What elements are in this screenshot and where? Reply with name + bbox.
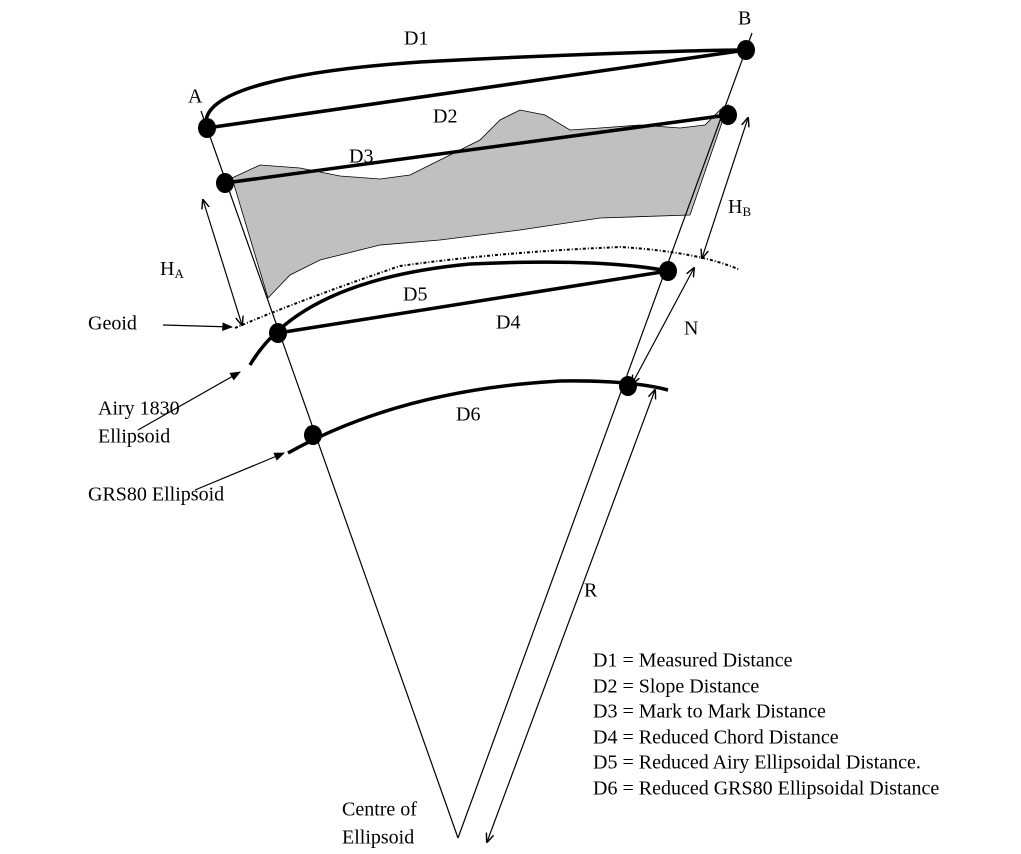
height-sub: A <box>174 266 184 281</box>
distance-label: D3 <box>349 146 373 168</box>
radial-line-a <box>200 110 459 839</box>
d1-arc <box>204 48 747 129</box>
point <box>737 40 755 60</box>
legend-item: D5 = Reduced Airy Ellipsoidal Distance. <box>593 752 921 774</box>
point <box>269 323 287 343</box>
airy-label: Airy 1830 <box>98 398 180 420</box>
geoid <box>234 245 741 329</box>
point <box>216 173 234 193</box>
grs80-pointer <box>194 452 285 491</box>
legend-item: D6 = Reduced GRS80 Ellipsoidal Distance <box>593 778 939 800</box>
terrain <box>231 104 729 299</box>
airy-pointer <box>137 371 241 431</box>
point <box>719 105 737 125</box>
legend: D1 = Measured Distance D2 = Slope Distan… <box>593 650 939 800</box>
centre-label: Centre of <box>342 799 417 821</box>
airy-label: Ellipsoid <box>98 426 170 448</box>
legend-item: D2 = Slope Distance <box>593 676 759 698</box>
point <box>659 261 677 281</box>
airy-ellipsoid <box>248 260 669 366</box>
distance-label: D5 <box>403 284 427 306</box>
point <box>198 118 216 138</box>
r-label: R <box>584 580 598 602</box>
centre-label: Ellipsoid <box>342 827 414 849</box>
distance-label: D1 <box>404 28 428 50</box>
grs80-label: GRS80 Ellipsoid <box>88 484 224 506</box>
d4-line <box>277 269 669 335</box>
point-label: A <box>188 86 203 108</box>
legend-item: D3 = Mark to Mark Distance <box>593 701 826 723</box>
height-sub: B <box>742 204 751 219</box>
height-label: HA <box>160 258 184 281</box>
height-main: H <box>160 258 174 280</box>
distance-label: D2 <box>433 106 457 128</box>
d3-line <box>224 113 729 185</box>
distance-label: D4 <box>496 312 520 334</box>
ha-arrow <box>203 200 242 325</box>
point <box>304 425 322 445</box>
geoid-label: Geoid <box>88 313 137 335</box>
point-label: B <box>738 8 751 30</box>
height-main: H <box>728 196 742 218</box>
d2-line <box>206 48 747 130</box>
geoid-pointer <box>162 322 234 332</box>
distance-label: D6 <box>456 404 480 426</box>
n-label: N <box>684 318 698 340</box>
height-label: HB <box>728 196 751 219</box>
n-arrow <box>632 268 694 384</box>
hb-arrow <box>702 118 748 258</box>
legend-item: D4 = Reduced Chord Distance <box>593 727 839 749</box>
r-arrow <box>487 390 655 842</box>
legend-item: D1 = Measured Distance <box>593 650 793 672</box>
